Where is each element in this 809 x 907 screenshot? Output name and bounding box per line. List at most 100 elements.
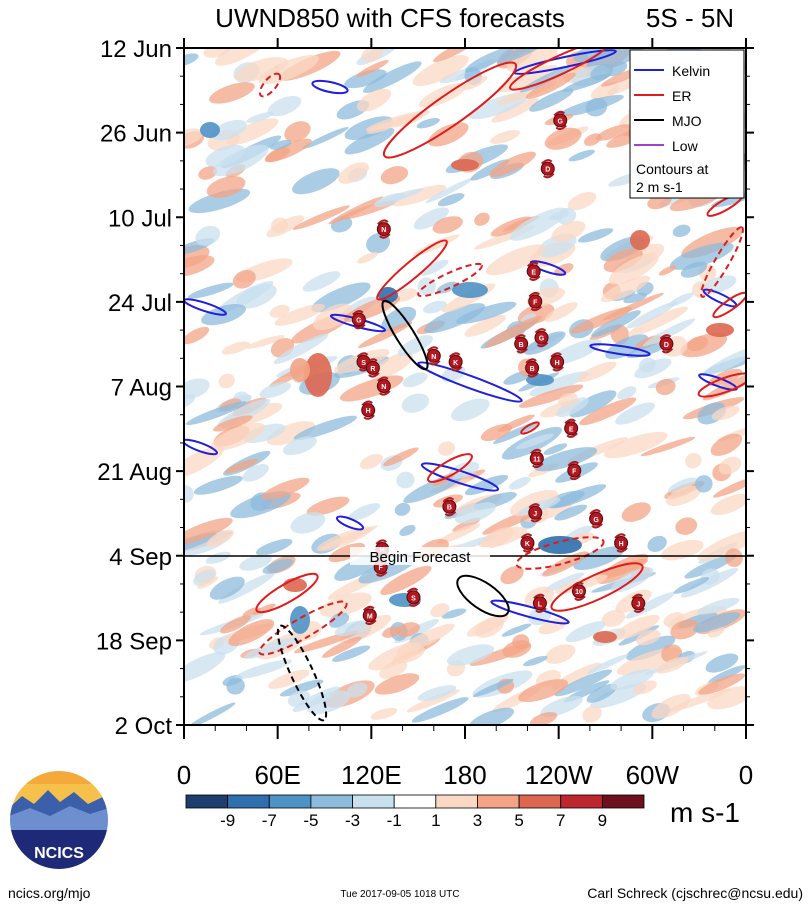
storm-marker: R	[365, 358, 380, 378]
anomaly-patch	[567, 192, 597, 211]
storm-marker-label: K	[525, 541, 530, 548]
anomaly-patch	[573, 546, 625, 571]
anomaly-patch	[302, 271, 341, 292]
storm-marker-circle	[540, 161, 555, 176]
storm-marker-label: G	[356, 318, 362, 325]
storm-marker: M	[362, 605, 377, 625]
contour-overlays: GDNEFGBGDSRNKBHNHE11FBJGHKHFS10LJM	[184, 48, 746, 722]
anomaly-patch	[673, 577, 710, 594]
kelvin-contour	[335, 515, 365, 531]
anomaly-patch	[491, 98, 539, 123]
anomaly-patch	[436, 281, 458, 294]
anomaly-patch	[185, 401, 247, 426]
anomaly-patch	[600, 275, 650, 303]
legend-note-line2: 2 m s-1	[636, 179, 683, 195]
storm-marker-arm	[564, 418, 576, 424]
x-tick-label: 120E	[341, 760, 402, 790]
storm-marker-label: J	[636, 601, 640, 608]
storm-marker-label: E	[531, 269, 536, 276]
storm-marker-circle	[528, 505, 543, 520]
anomaly-patch	[266, 421, 316, 446]
anomaly-patch	[667, 477, 697, 493]
anomaly-patch	[261, 477, 310, 500]
storm-marker-arm	[569, 474, 581, 481]
er-contour	[376, 239, 448, 301]
storm-marker-label: K	[453, 360, 458, 367]
footer-site: ncics.org/mjo	[8, 885, 91, 901]
anomaly-patch	[464, 474, 509, 496]
storm-marker-circle	[365, 360, 380, 375]
storm-marker: N	[376, 376, 391, 396]
kelvin-contour	[589, 343, 651, 357]
storm-marker: N	[426, 346, 441, 366]
storm-marker-circle	[532, 596, 547, 611]
chart-region: 5S - 5N	[646, 3, 734, 33]
anomaly-patch	[500, 566, 524, 585]
anomaly-patch	[187, 282, 234, 299]
anomaly-patch	[585, 97, 608, 117]
anomaly-patch	[665, 485, 702, 506]
anomaly-patch	[490, 216, 533, 237]
storm-marker-arm	[616, 547, 628, 553]
storm-marker-arm	[533, 593, 545, 600]
storm-marker-label: N	[431, 354, 436, 361]
anomaly-patch	[544, 644, 576, 664]
anomaly-patch	[626, 343, 667, 358]
anomaly-patch	[340, 614, 392, 644]
storm-marker-circle	[525, 360, 540, 375]
colorbar: -9 -7 -5 -3 -1 1 3 5 7 9	[185, 794, 645, 830]
anomaly-patch	[417, 685, 457, 701]
anomaly-patch	[485, 244, 546, 276]
anomaly-patch	[195, 225, 221, 246]
anomaly-patch	[205, 551, 231, 564]
anomaly-patch	[626, 635, 676, 661]
colorbar-swatch	[227, 794, 270, 809]
colorbar-label: 3	[473, 811, 482, 830]
y-tick-label: 10 Jul	[108, 205, 172, 232]
storm-marker-label: M	[367, 613, 373, 620]
anomaly-patch	[332, 645, 371, 662]
anomaly-patch	[601, 609, 626, 627]
colorbar-swatch	[310, 794, 353, 809]
anomaly-patch	[454, 502, 496, 524]
storm-marker-arm	[363, 605, 375, 612]
colorbar-label: 9	[598, 811, 607, 830]
anomaly-patch	[489, 129, 520, 144]
x-tick-label: 120W	[525, 760, 593, 790]
anomaly-patch	[338, 162, 369, 184]
colorbar-swatch	[352, 794, 395, 809]
anomaly-patch	[302, 127, 349, 149]
storm-marker-arm	[552, 366, 564, 372]
colorbar-label: -7	[262, 811, 277, 830]
anomaly-patch	[672, 224, 691, 238]
anomaly-patch	[293, 630, 359, 654]
storm-marker-arm	[527, 372, 539, 378]
storm-marker-arm	[377, 219, 389, 225]
storm-marker-circle	[564, 421, 579, 436]
anomaly-patch	[603, 248, 643, 273]
anomaly-patch	[635, 629, 661, 646]
anomaly-patch	[509, 207, 568, 241]
storm-marker: J	[631, 593, 646, 613]
anomaly-patch	[358, 321, 413, 349]
storm-marker-label: 10	[575, 589, 583, 596]
storm-marker-arm	[530, 305, 542, 312]
anomaly-patch	[361, 48, 384, 63]
anomaly-patch	[590, 683, 647, 709]
mjo-contour	[381, 299, 429, 371]
storm-marker-arm	[631, 593, 643, 600]
anomaly-patch	[586, 683, 618, 703]
storm-marker-circle	[529, 451, 544, 466]
anomaly-patch	[383, 447, 419, 467]
anomaly-patch	[707, 686, 746, 710]
anomaly-patch	[236, 284, 277, 309]
anomaly-patch	[219, 615, 251, 634]
storm-marker-arm	[659, 334, 672, 340]
er-contour	[520, 421, 540, 435]
colorbar-swatch	[435, 794, 478, 809]
storm-marker-circle	[550, 354, 565, 369]
anomaly-patch	[420, 259, 449, 276]
storm-marker: E	[564, 418, 579, 438]
storm-marker: 10	[571, 581, 586, 601]
anomaly-patch	[268, 669, 310, 689]
